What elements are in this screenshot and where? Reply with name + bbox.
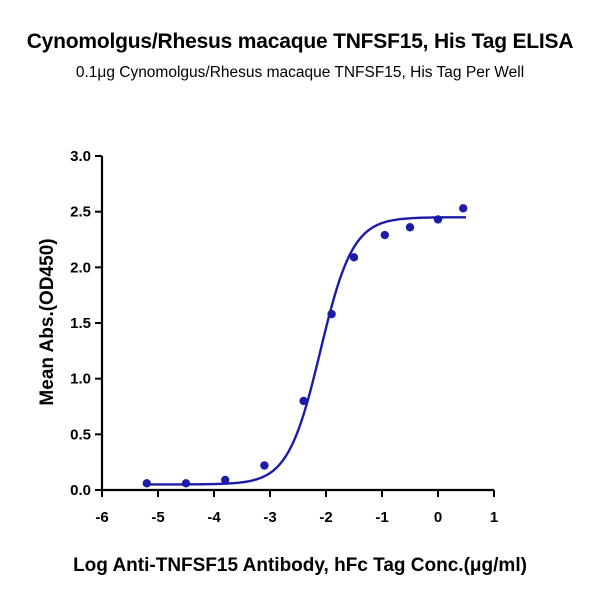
axes	[95, 155, 495, 497]
x-tick-label: 1	[490, 509, 498, 526]
fit-curve-layer	[146, 216, 466, 486]
x-tick-label: -3	[263, 509, 276, 526]
y-tick-label: 1.5	[70, 315, 91, 332]
data-point	[142, 479, 151, 488]
x-tick-label: -2	[319, 509, 332, 526]
chart-subtitle: 0.1μg Cynomolgus/Rhesus macaque TNFSF15,…	[75, 64, 525, 81]
x-tick-label: -4	[207, 509, 221, 526]
data-point	[459, 204, 468, 213]
data-point	[260, 461, 269, 470]
y-tick-label: 0.5	[70, 426, 91, 443]
data-point	[221, 475, 230, 485]
x-tick-label: -1	[375, 509, 388, 526]
x-tick-label: 0	[434, 509, 442, 526]
y-tick-label: 1.0	[70, 371, 91, 388]
y-tick-label: 2.0	[70, 259, 91, 276]
data-point	[405, 223, 415, 232]
data-point	[299, 396, 308, 406]
data-points-layer	[142, 204, 468, 488]
data-point	[181, 479, 191, 488]
x-tick-label: -6	[95, 509, 108, 526]
data-point	[380, 230, 389, 240]
chart-title: Cynomolgus/Rhesus macaque TNFSF15, His T…	[26, 30, 574, 53]
tick-labels: -6 -5 -4 -3 -2 -1 0 1 0.0 0.5 1.0 1.5 2.0 2.5 3.0	[70, 148, 498, 526]
y-tick-label: 2.5	[70, 204, 91, 221]
y-axis-title: Mean Abs.(OD450)	[37, 238, 58, 405]
data-point	[327, 309, 336, 319]
y-tick-label: 3.0	[70, 148, 91, 165]
data-point	[349, 253, 359, 262]
fit-curve	[146, 216, 466, 486]
data-point	[433, 215, 443, 224]
x-axis-title: Log Anti-TNFSF15 Antibody, hFc Tag Conc.…	[73, 555, 527, 576]
y-tick-label: 0.0	[70, 482, 91, 499]
x-tick-label: -5	[151, 509, 164, 526]
